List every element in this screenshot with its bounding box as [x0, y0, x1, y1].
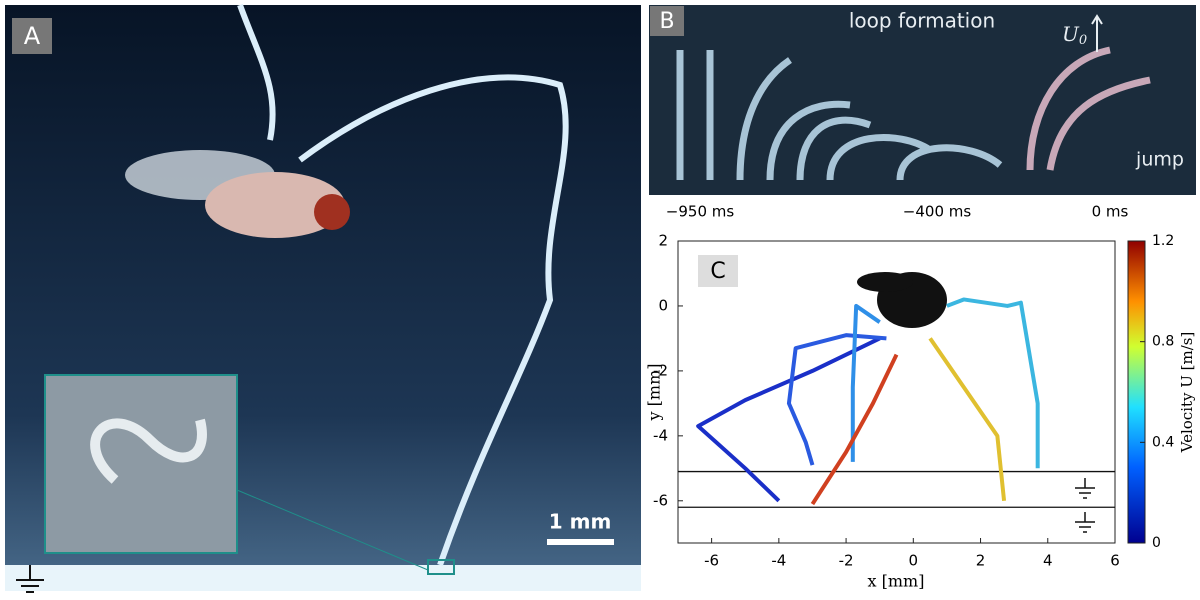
time-label: −400 ms: [903, 203, 972, 221]
worm: [237, 3, 569, 566]
panel-label: B: [659, 9, 674, 34]
y-tick-label: -6: [653, 491, 668, 509]
ground-symbol: [16, 565, 44, 593]
mosquito-body: [205, 172, 345, 238]
trajectory: [946, 297, 1040, 469]
y-axis-label: y [mm]: [645, 364, 664, 422]
trajectory: [928, 337, 1007, 501]
x-tick-label: -4: [771, 552, 786, 570]
time-label: 0 ms: [1092, 203, 1129, 221]
y-tick-label: 2: [658, 232, 668, 250]
trajectory: [850, 303, 881, 462]
worm-sequence: [676, 50, 1003, 181]
x-tick-label: 4: [1043, 552, 1053, 570]
trajectory: [786, 333, 887, 466]
panel-label: A: [24, 22, 41, 50]
x-tick-label: -2: [839, 552, 854, 570]
trajectory: [810, 353, 899, 506]
colorbar-label: Velocity U [m/s]: [1178, 332, 1196, 454]
eye: [314, 194, 350, 230]
caption: loop formation: [849, 9, 995, 33]
arrow: [1091, 14, 1103, 52]
colorbar-tick-label: 0.8: [1152, 334, 1174, 350]
x-axis-label: x [mm]: [868, 572, 925, 591]
inset: [44, 374, 238, 554]
x-tick-label: -6: [704, 552, 719, 570]
inset-connector: [236, 489, 429, 571]
subscript: 0: [1079, 33, 1087, 48]
inset-worm: [90, 418, 207, 484]
photo: [649, 5, 1196, 195]
fly-wing: [857, 272, 913, 292]
ground-symbol: [1075, 478, 1095, 533]
velocity-symbol: U0: [1062, 22, 1087, 48]
ground: [5, 565, 641, 591]
scale-bar: [547, 539, 614, 545]
x-tick-label: 2: [976, 552, 986, 570]
panel-label: C: [710, 259, 725, 284]
label-box: [12, 18, 52, 54]
panel-b: B loop formation U0 jump −950 ms −400 ms…: [649, 5, 1196, 221]
colorbar-tick-label: 1.2: [1152, 233, 1174, 249]
caption: jump: [1135, 149, 1184, 171]
y-tick-label: -4: [653, 426, 668, 444]
panel-a: A 1 mm: [5, 3, 641, 593]
inset-marker: [427, 559, 455, 575]
trajectory: [696, 336, 881, 503]
label-box: [650, 6, 684, 36]
colorbar-tick-label: 0: [1152, 535, 1161, 551]
y-tick-label: -2: [653, 361, 668, 379]
x-tick-label: 6: [1110, 552, 1120, 570]
symbol: U: [1062, 22, 1080, 46]
panel-c: C x [mm] y [mm] Velocity U [m/s] -6 -4 -2 0…: [645, 232, 1197, 591]
time-label: −950 ms: [666, 203, 735, 221]
scale-bar-label: 1 mm: [549, 510, 612, 534]
jump-sequence: [1026, 46, 1151, 171]
label-box: [698, 255, 738, 287]
colorbar-tick-label: 0.4: [1152, 434, 1174, 450]
y-tick-label: 0: [658, 296, 668, 314]
x-tick-label: 0: [909, 552, 919, 570]
colorbar: [1127, 240, 1146, 544]
